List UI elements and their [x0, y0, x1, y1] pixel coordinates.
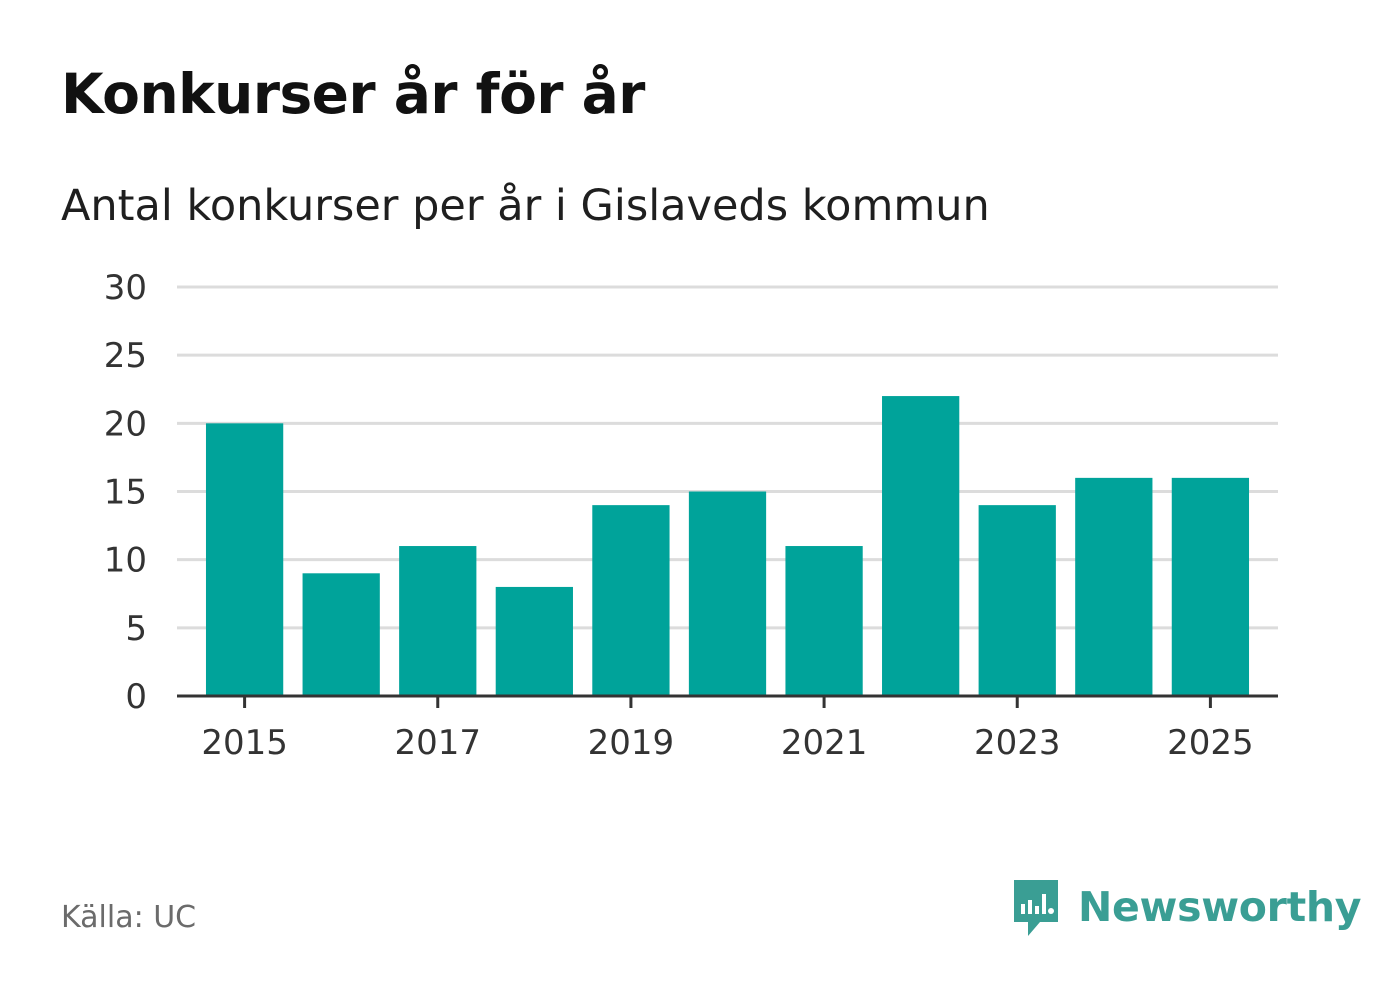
- chart-title: Konkurser år för år: [61, 62, 645, 126]
- bar-2017: [399, 546, 477, 696]
- x-tick-label: 2015: [201, 723, 288, 763]
- bar-2018: [495, 586, 573, 696]
- x-tick-label: 2019: [588, 723, 675, 763]
- x-tick-label: 2021: [781, 723, 868, 763]
- y-tick-label: 10: [104, 541, 147, 581]
- chart-subtitle: Antal konkurser per år i Gislaveds kommu…: [61, 181, 990, 231]
- y-tick-label: 15: [104, 473, 147, 513]
- y-tick-label: 20: [104, 404, 147, 444]
- brand-logo[interactable]: Newsworthy: [1010, 876, 1361, 938]
- bar-2022: [882, 396, 960, 696]
- bar-2015: [205, 423, 284, 696]
- bar-2016: [302, 573, 380, 696]
- bar-2021: [785, 546, 863, 696]
- x-tick-label: 2025: [1167, 723, 1254, 763]
- x-tick-label: 2017: [394, 723, 481, 763]
- source-note: Källa: UC: [61, 900, 197, 935]
- bar-2023: [978, 505, 1056, 696]
- y-tick-label: 5: [125, 609, 147, 649]
- x-tick-label: 2023: [974, 723, 1061, 763]
- bar-2024: [1075, 477, 1153, 696]
- y-tick-label: 25: [104, 336, 147, 376]
- y-tick-label: 30: [104, 268, 147, 308]
- y-tick-label: 0: [125, 677, 147, 717]
- bar-2019: [592, 505, 670, 696]
- bar-2025: [1171, 477, 1250, 696]
- bar-2020: [688, 491, 767, 696]
- newsworthy-logo-icon: [1014, 880, 1058, 936]
- brand-name: Newsworthy: [1078, 883, 1362, 931]
